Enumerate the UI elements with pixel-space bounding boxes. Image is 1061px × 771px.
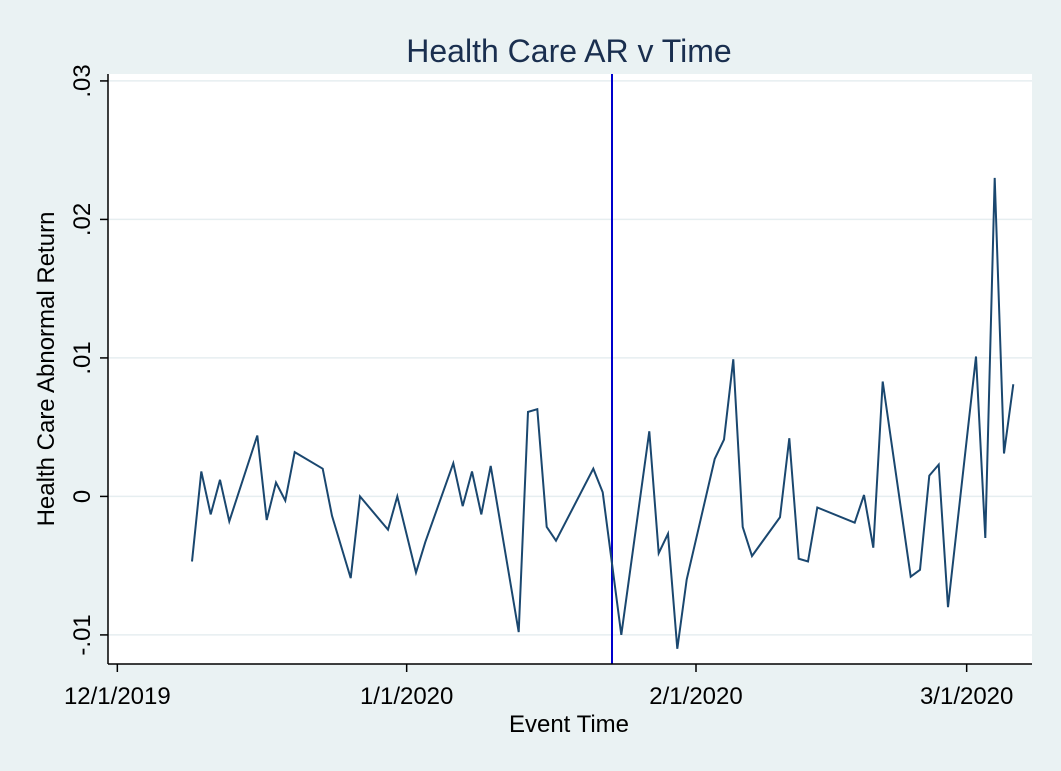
x-tick-label: 3/1/2020 [920,683,1013,710]
x-tick-label: 12/1/2019 [64,683,171,710]
y-ticks: -.01 0 .01 .02 .03 [69,64,108,656]
y-tick-label: 0 [69,490,96,503]
y-axis-label: Health Care Abnormal Return [33,212,60,527]
plot-area-background [108,74,1032,664]
series-line [191,177,1015,649]
chart-title: Health Care AR v Time [406,33,731,69]
y-tick-label: .02 [69,203,96,236]
y-tick-label: .03 [69,64,96,97]
y-tick-label: -.01 [69,614,96,655]
x-tick-label: 1/1/2020 [360,683,453,710]
y-tick-label: .01 [69,341,96,374]
x-axis-label: Event Time [509,711,629,738]
grid-lines [108,80,1032,636]
x-ticks: 12/1/2019 1/1/2020 2/1/2020 3/1/2020 [64,664,1013,710]
x-tick-label: 2/1/2020 [649,683,742,710]
